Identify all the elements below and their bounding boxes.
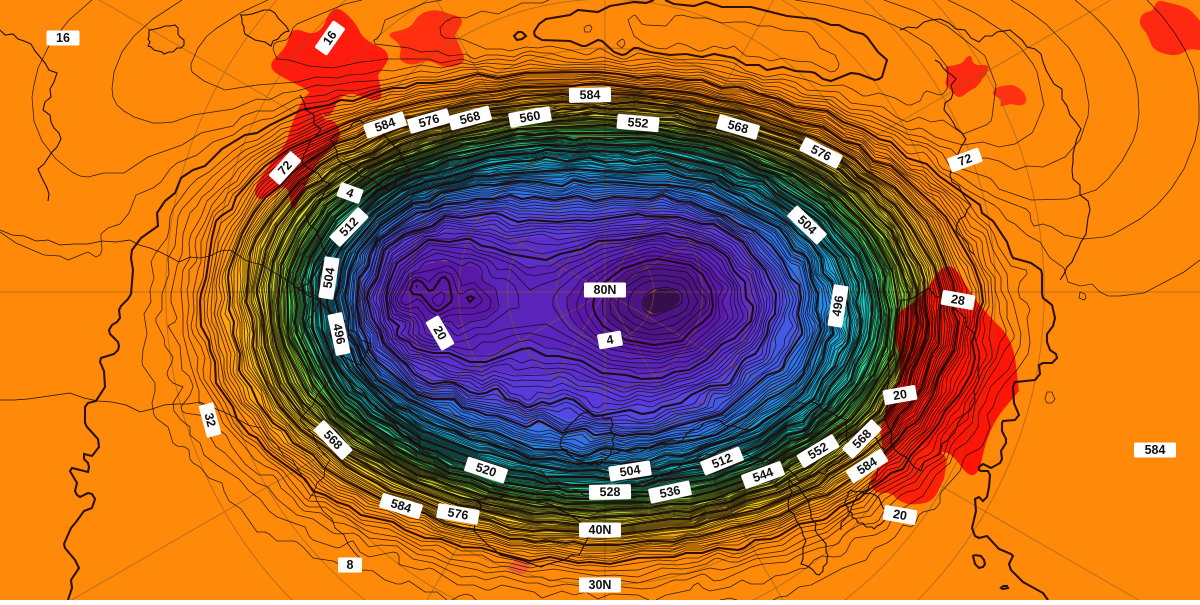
svg-text:584: 584 xyxy=(1145,443,1166,457)
svg-text:80N: 80N xyxy=(594,283,617,297)
svg-text:8: 8 xyxy=(347,558,354,572)
svg-text:584: 584 xyxy=(579,88,600,102)
svg-text:40N: 40N xyxy=(589,523,612,537)
svg-text:552: 552 xyxy=(627,115,649,131)
svg-text:16: 16 xyxy=(56,31,70,45)
svg-text:528: 528 xyxy=(599,485,620,499)
svg-text:20: 20 xyxy=(892,507,908,523)
svg-text:20: 20 xyxy=(892,387,908,403)
svg-text:30N: 30N xyxy=(589,578,612,592)
svg-text:28: 28 xyxy=(950,292,966,308)
